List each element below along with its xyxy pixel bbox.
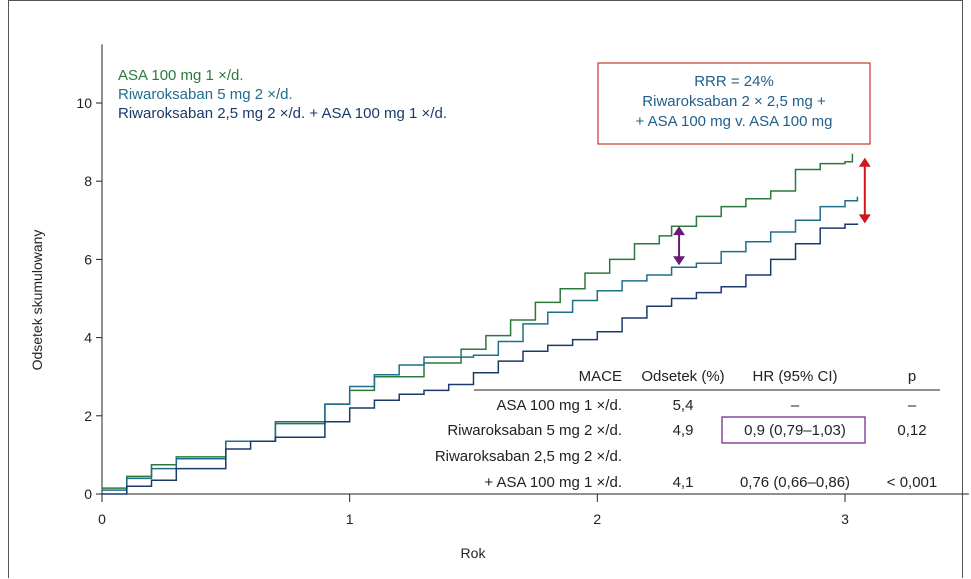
red-arrow-head-up bbox=[859, 158, 871, 167]
y-tick-label: 8 bbox=[84, 173, 92, 189]
table-cell-r4-c1: + ASA 100 mg 1 ×/d. bbox=[484, 474, 622, 491]
table-header-1: MACE bbox=[579, 368, 622, 385]
table-cell-r1-c3: – bbox=[791, 397, 800, 414]
x-tick-label: 1 bbox=[346, 511, 354, 527]
table-cell-r4-c4: < 0,001 bbox=[887, 474, 937, 491]
table-cell-r4-c2: 4,1 bbox=[673, 474, 694, 491]
y-axis-label: Odsetek skumulowany bbox=[29, 230, 45, 371]
legend: ASA 100 mg 1 ×/d. Riwaroksaban 5 mg 2 ×/d… bbox=[118, 67, 447, 122]
results-table: MACE Odsetek (%) HR (95% CI) p ASA 100 mg 1 … bbox=[435, 368, 940, 491]
x-axis-label: Rok bbox=[461, 545, 487, 561]
table-cell-r2-c3: 0,9 (0,79–1,03) bbox=[744, 422, 846, 439]
legend-entry-1: ASA 100 mg 1 ×/d. bbox=[118, 67, 244, 84]
annotation-line-2: Riwaroksaban 2 × 2,5 mg + bbox=[642, 93, 826, 110]
table-header-4: p bbox=[908, 368, 916, 385]
annotation-line-3: + ASA 100 mg v. ASA 100 mg bbox=[636, 113, 833, 130]
table-cell-r2-c1: Riwaroksaban 5 mg 2 ×/d. bbox=[447, 422, 622, 439]
annotation-line-1: RRR = 24% bbox=[694, 73, 774, 90]
purple-arrow-head-up bbox=[673, 226, 685, 235]
table-header-3: HR (95% CI) bbox=[752, 368, 837, 385]
table-cell-r2-c4: 0,12 bbox=[897, 422, 926, 439]
red-arrow-head-down bbox=[859, 214, 871, 223]
y-tick-label: 0 bbox=[84, 486, 92, 502]
x-tick-label: 3 bbox=[841, 511, 849, 527]
table-cell-r2-c2: 4,9 bbox=[673, 422, 694, 439]
legend-entry-3: Riwaroksaban 2,5 mg 2 ×/d. + ASA 100 mg … bbox=[118, 105, 447, 122]
table-cell-r1-c1: ASA 100 mg 1 ×/d. bbox=[496, 397, 622, 414]
table-cell-r4-c3: 0,76 (0,66–0,86) bbox=[740, 474, 850, 491]
y-tick-label: 6 bbox=[84, 251, 92, 267]
table-cell-r1-c4: – bbox=[908, 397, 917, 414]
y-tick-label: 4 bbox=[84, 330, 92, 346]
table-cell-r1-c2: 5,4 bbox=[673, 397, 694, 414]
table-header-2: Odsetek (%) bbox=[641, 368, 724, 385]
x-tick-label: 0 bbox=[98, 511, 106, 527]
legend-entry-2: Riwaroksaban 5 mg 2 ×/d. bbox=[118, 86, 293, 103]
purple-arrow-head-down bbox=[673, 256, 685, 265]
y-tick-label: 10 bbox=[76, 95, 92, 111]
y-tick-label: 2 bbox=[84, 408, 92, 424]
table-cell-r3-c1: Riwaroksaban 2,5 mg 2 ×/d. bbox=[435, 448, 622, 465]
x-tick-label: 2 bbox=[593, 511, 601, 527]
series-line-2 bbox=[102, 197, 857, 490]
